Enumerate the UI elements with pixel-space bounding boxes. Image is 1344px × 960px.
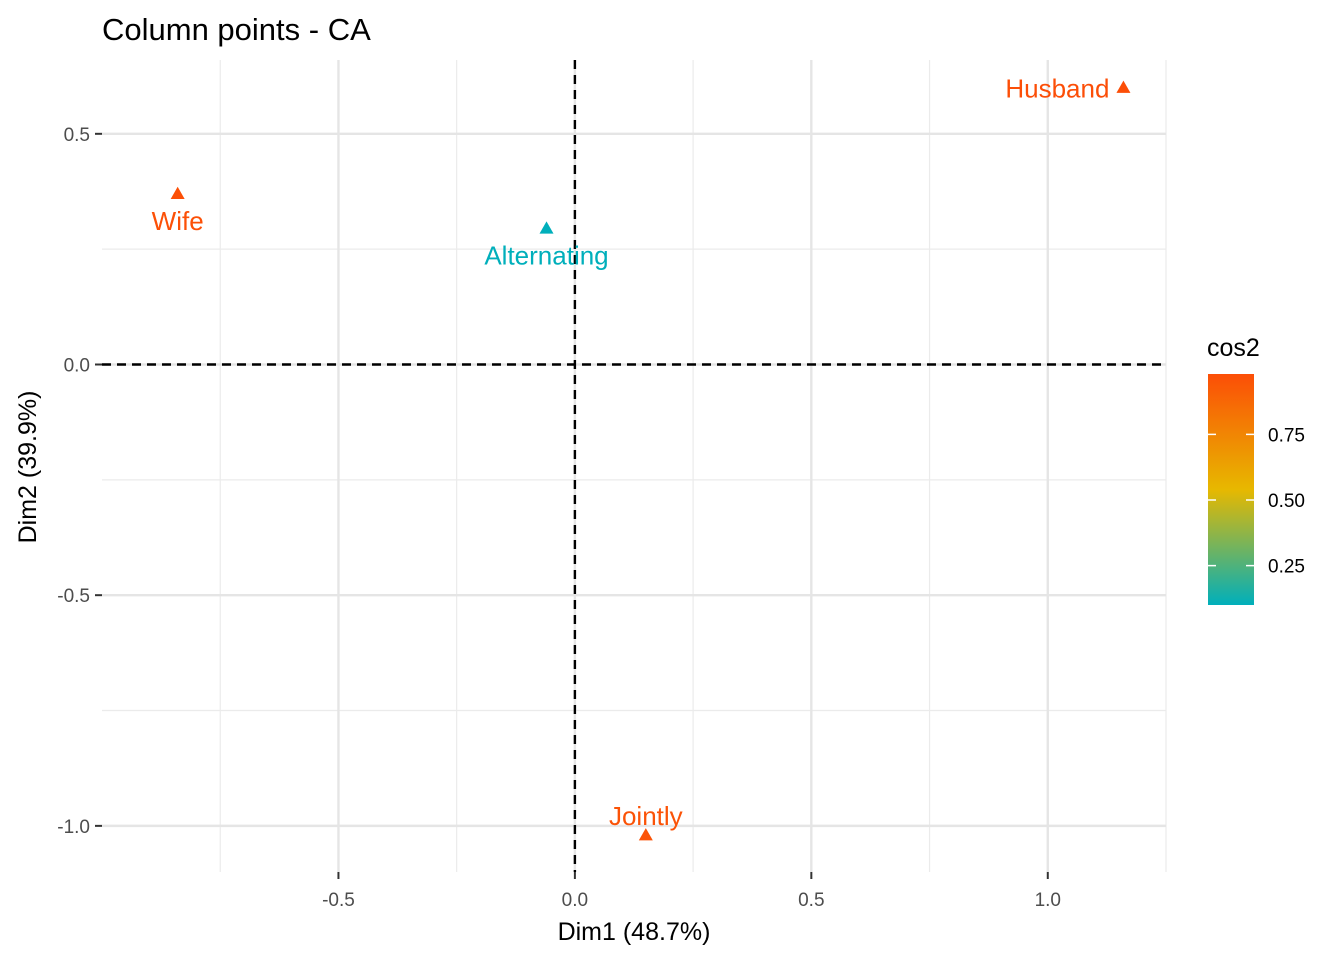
gridlines: [102, 60, 1167, 872]
x-tick-label: 0.5: [798, 890, 824, 911]
legend-tick-label: 0.25: [1268, 557, 1305, 578]
x-axis-title: Dim1 (48.7%): [558, 918, 711, 946]
x-tick-label: -0.5: [322, 890, 355, 911]
point-label-wife: Wife: [152, 206, 204, 236]
legend-tick-label: 0.75: [1268, 425, 1305, 446]
point-marker-wife: [170, 186, 185, 200]
y-axis-title: Dim2 (39.9%): [14, 391, 42, 544]
data-points: Husband Wife Alternating Jointly: [152, 74, 1131, 841]
y-tick-label: 0.5: [64, 125, 90, 146]
y-tick-label: -0.5: [57, 586, 90, 607]
legend-title: cos2: [1207, 334, 1260, 362]
x-tick-label: 0.0: [562, 890, 588, 911]
legend-ticks: 0.25 0.50 0.75: [1208, 425, 1305, 578]
cos2-legend: cos2 0.25 0.50 0.75: [1207, 334, 1305, 605]
legend-tick-label: 0.50: [1268, 491, 1305, 512]
chart-title: Column points - CA: [102, 12, 371, 47]
point-marker-husband: [1116, 80, 1131, 93]
point-marker-jointly: [638, 828, 653, 841]
reference-lines: [102, 60, 1166, 872]
point-marker-alternating: [539, 221, 554, 234]
y-tick-label: -1.0: [57, 817, 90, 838]
x-tick-label: 1.0: [1035, 890, 1061, 911]
point-label-husband: Husband: [1005, 74, 1109, 104]
point-label-alternating: Alternating: [484, 240, 608, 270]
legend-color-bar: [1208, 374, 1254, 605]
axes: -0.5 0.0 0.5 1.0 0.5 0.0 -0.5 -1.0: [57, 125, 1061, 911]
y-tick-label: 0.0: [64, 356, 90, 377]
point-label-jointly: Jointly: [609, 801, 683, 831]
